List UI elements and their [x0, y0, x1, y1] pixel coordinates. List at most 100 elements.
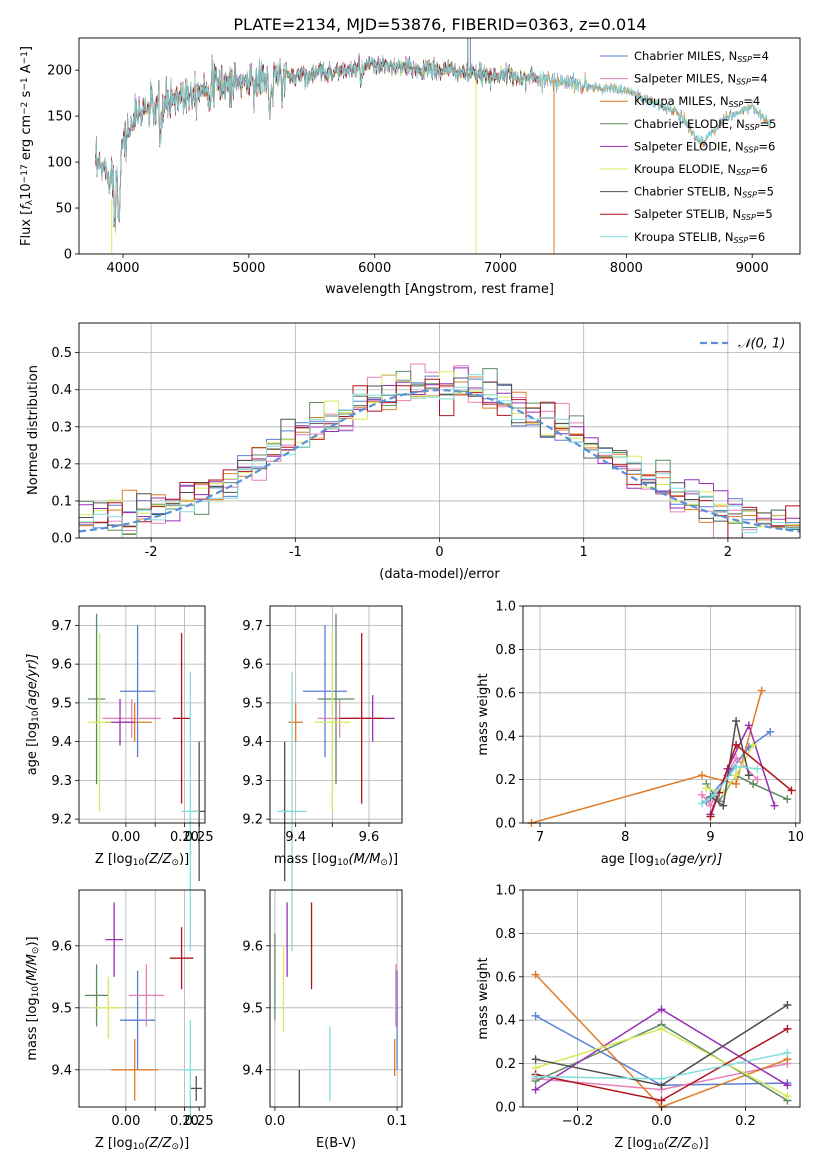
x-axis-label-part: 10: [337, 858, 349, 868]
y-tick-label: 9.5: [242, 1001, 263, 1016]
x-axis-label: mass [log10(M/M⊙)]: [274, 852, 398, 868]
y-tick-label: 0.0: [495, 1101, 516, 1116]
x-axis-label-part: ⊙: [171, 1142, 179, 1152]
x-axis-label-part: 10: [654, 858, 666, 868]
x-axis-label-part: age [log: [601, 852, 654, 867]
plot-area: [84, 902, 203, 1120]
y-tick-label: 9.3: [242, 774, 263, 789]
spectrum-line: [95, 54, 539, 234]
weight-marker: [749, 740, 758, 749]
error-point: [314, 633, 351, 812]
legend-model-name: Chabrier MILES, N: [634, 49, 737, 63]
y-axis-label-part: −1: [20, 51, 30, 64]
x-axis-label-part: mass [log: [274, 852, 337, 867]
x-axis-label-part: Z [log: [614, 1136, 652, 1151]
x-tick-label: 0.25: [185, 830, 214, 845]
y-tick-label: 1.0: [495, 884, 516, 899]
x-axis-label-part: )]: [388, 852, 398, 867]
error-point: [111, 1038, 159, 1101]
weight-marker: [757, 686, 766, 695]
axes-spectrum: 0 50 100 150 200 4000 5000 6000 7000 8000 9000 Chab…: [19, 37, 801, 297]
y-tick-label: 0.2: [51, 457, 72, 472]
weight-marker: [697, 790, 706, 799]
y-axis-label: age [log10(age/yr)]: [25, 654, 41, 776]
y-tick-label: 9.4: [242, 735, 263, 750]
y-tick-label: 9.6: [242, 939, 263, 954]
weight-marker: [531, 1072, 540, 1081]
x-tick-label: 9: [706, 830, 714, 845]
x-tick-label: -2: [145, 545, 158, 560]
plot-area: [274, 902, 398, 1107]
y-axis-label: mass weight: [476, 673, 491, 755]
legend-model-name: Kroupa STELIB, N: [634, 230, 734, 244]
y-tick-label: 50: [55, 202, 72, 217]
legend-sub: SSP: [734, 236, 749, 245]
y-tick-label: 0.4: [51, 383, 72, 398]
weight-marker: [732, 762, 741, 771]
weight-marker: [732, 779, 741, 788]
y-axis-label-part: Flux [: [19, 210, 34, 246]
weight-marker: [749, 779, 758, 788]
x-tick-label: 0.0: [265, 1114, 286, 1129]
error-point: [277, 671, 307, 951]
y-axis-label-part: erg cm: [19, 115, 34, 164]
legend-nssp: =6: [751, 162, 768, 176]
legend-nssp: =6: [758, 139, 775, 153]
plot-area: [79, 363, 800, 538]
error-point: [169, 927, 194, 990]
y-axis-label-part: −1: [20, 77, 30, 90]
weight-line: [709, 743, 792, 817]
y-tick-label: 0.3: [51, 420, 72, 435]
error-point: [87, 613, 106, 785]
figure-title: PLATE=2134, MJD=53876, FIBERID=0363, z=0…: [233, 15, 646, 34]
y-tick-label: 9.5: [51, 1001, 72, 1016]
error-point: [120, 625, 156, 758]
weight-marker: [783, 795, 792, 804]
legend-label: Salpeter STELIB, NSSP=5: [634, 207, 773, 222]
legend-sub: SSP: [736, 168, 751, 177]
y-tick-label: 9.4: [51, 1063, 72, 1078]
x-tick-label: 0: [435, 545, 443, 560]
x-tick-label: 0.20: [170, 830, 199, 845]
axes-frame: [522, 889, 801, 1108]
normal-curve: [79, 388, 800, 533]
plot-area: [531, 970, 792, 1111]
y-axis-label-part: λ: [25, 199, 35, 205]
x-axis-label-part: )]: [179, 1136, 189, 1151]
y-axis-label-part: (age/yr)]: [25, 654, 40, 711]
y-axis-label-part: −2: [20, 102, 30, 115]
x-tick-label: -1: [289, 545, 302, 560]
weight-marker: [710, 790, 719, 799]
y-tick-label: 0.2: [495, 773, 516, 788]
x-tick-label: 0.0: [651, 1114, 672, 1129]
x-tick-label: 6000: [358, 261, 391, 276]
legend-sub: SSP: [744, 145, 759, 154]
spectrum-lines: [95, 38, 772, 254]
weight-marker: [697, 771, 706, 780]
axes-frame: [78, 37, 801, 255]
weight-marker: [706, 812, 715, 821]
error-point: [190, 1076, 203, 1101]
x-tick-label: 7: [536, 830, 544, 845]
x-tick-label: 4000: [106, 261, 139, 276]
legend-label: Kroupa ELODIE, NSSP=6: [634, 162, 768, 177]
weight-marker: [719, 801, 728, 810]
y-axis-label-part: ]: [19, 46, 34, 51]
y-tick-label: 0.2: [495, 1057, 516, 1072]
x-axis-label: wavelength [Angstrom, rest frame]: [325, 282, 554, 297]
plot-area: [87, 613, 205, 951]
y-tick-label: 9.6: [51, 939, 72, 954]
y-tick-label: 0: [64, 248, 72, 263]
weight-marker: [783, 1001, 792, 1010]
x-axis-label-part: (Z/Z: [144, 852, 172, 867]
x-tick-label: 0.20: [170, 1114, 199, 1129]
error-point: [93, 976, 123, 1039]
legend-model-name: Salpeter MILES, N: [634, 72, 736, 86]
y-axis-label-part: ⊙: [31, 947, 41, 955]
y-tick-label: 0.6: [495, 686, 516, 701]
y-tick-label: 0.0: [495, 817, 516, 832]
y-axis-label-part: 10: [31, 986, 41, 998]
y-tick-label: 0.8: [495, 927, 516, 942]
weight-line: [701, 765, 758, 805]
